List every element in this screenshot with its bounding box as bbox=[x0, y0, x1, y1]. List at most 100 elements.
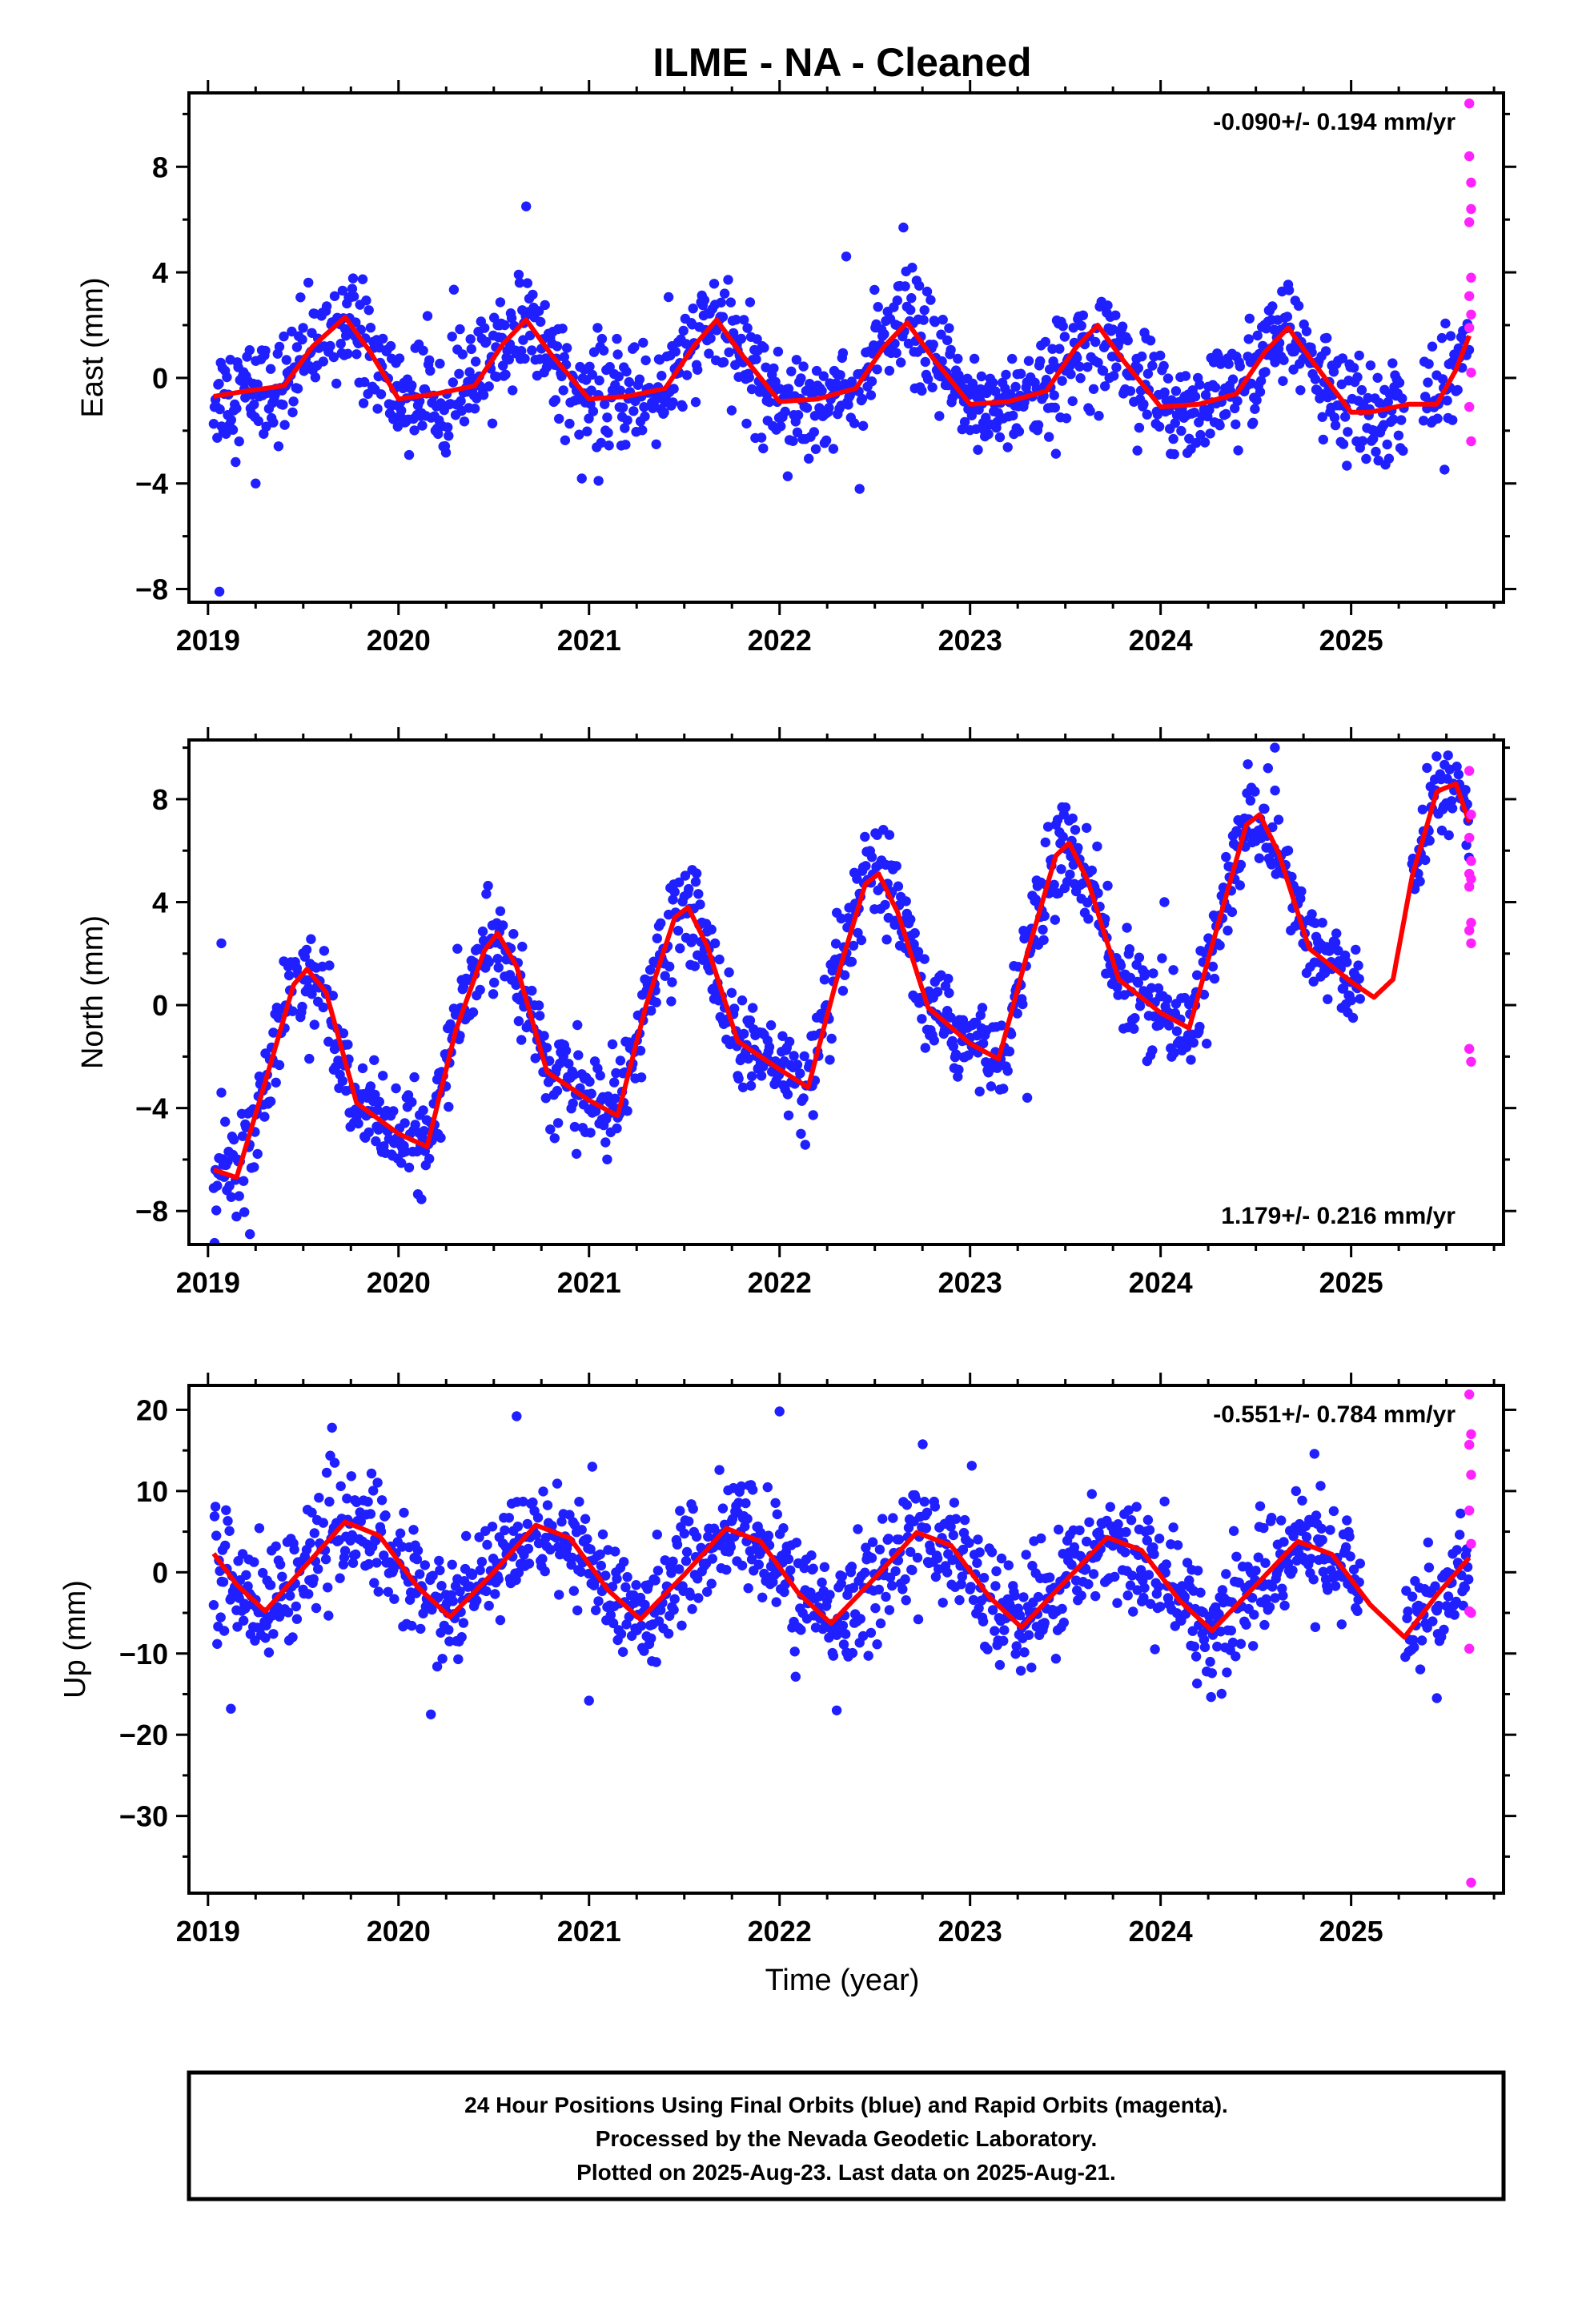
up-final-point bbox=[958, 1544, 969, 1555]
up-final-point bbox=[504, 1513, 514, 1523]
east-final-point bbox=[629, 342, 640, 352]
east-final-point bbox=[742, 323, 753, 333]
north-final-point bbox=[216, 938, 227, 949]
east-final-point bbox=[1195, 429, 1206, 440]
east-final-point bbox=[513, 269, 524, 280]
up-final-point bbox=[538, 1486, 548, 1497]
up-final-point bbox=[1010, 1649, 1021, 1659]
up-final-point bbox=[408, 1525, 419, 1535]
north-final-point bbox=[1235, 880, 1246, 891]
east-final-point bbox=[487, 418, 498, 428]
up-final-point bbox=[1199, 1634, 1210, 1645]
up-x-tick-label: 2025 bbox=[1319, 1915, 1383, 1948]
north-final-point bbox=[545, 1124, 556, 1135]
up-final-point bbox=[1311, 1510, 1322, 1521]
up-final-point bbox=[994, 1659, 1006, 1671]
north-final-point bbox=[541, 1043, 552, 1053]
north-final-point bbox=[667, 977, 677, 987]
up-final-point bbox=[1005, 1601, 1016, 1612]
east-final-point bbox=[1423, 377, 1433, 388]
east-final-point bbox=[481, 336, 492, 348]
up-final-point bbox=[636, 1620, 647, 1631]
east-final-point bbox=[215, 404, 225, 415]
north-y-tick-label: −8 bbox=[135, 1195, 168, 1228]
up-final-point bbox=[1131, 1502, 1142, 1512]
north-final-point bbox=[1168, 965, 1178, 975]
up-final-point bbox=[399, 1507, 409, 1518]
east-final-point bbox=[725, 297, 736, 308]
north-final-point bbox=[1307, 909, 1317, 919]
up-final-point bbox=[545, 1544, 556, 1555]
east-final-point bbox=[1383, 396, 1394, 408]
east-final-point bbox=[603, 428, 613, 438]
north-final-point bbox=[234, 1191, 244, 1201]
east-final-point bbox=[455, 324, 465, 335]
north-final-point bbox=[1171, 1026, 1182, 1036]
east-final-point bbox=[1045, 364, 1055, 375]
up-final-point bbox=[736, 1481, 747, 1492]
east-y-tick-label: 4 bbox=[152, 256, 168, 289]
east-final-point bbox=[620, 440, 631, 450]
up-final-point bbox=[796, 1625, 806, 1635]
up-final-point bbox=[999, 1625, 1010, 1635]
up-final-point bbox=[1195, 1587, 1206, 1598]
up-final-point bbox=[1050, 1654, 1062, 1664]
east-rapid-point bbox=[1464, 99, 1475, 109]
east-final-point bbox=[1170, 386, 1182, 396]
up-y-axis-label: Up (mm) bbox=[58, 1580, 92, 1699]
up-final-point bbox=[1253, 1552, 1264, 1562]
up-final-point bbox=[490, 1589, 500, 1599]
up-final-point bbox=[707, 1554, 717, 1564]
north-final-point bbox=[745, 1015, 756, 1026]
up-data-layer bbox=[208, 1389, 1476, 1888]
east-final-point bbox=[564, 418, 575, 429]
east-final-point bbox=[1282, 312, 1293, 322]
east-final-point bbox=[987, 377, 998, 388]
up-final-point bbox=[987, 1605, 998, 1615]
east-final-point bbox=[604, 362, 615, 372]
north-final-point bbox=[1245, 795, 1256, 806]
east-final-point bbox=[469, 404, 480, 414]
east-final-point bbox=[866, 376, 877, 387]
north-final-point bbox=[799, 1051, 809, 1062]
north-final-point bbox=[513, 1015, 524, 1027]
east-final-point bbox=[528, 289, 538, 300]
north-final-point bbox=[1006, 1029, 1017, 1039]
east-final-point bbox=[659, 407, 669, 418]
north-final-point bbox=[1134, 952, 1145, 963]
north-x-tick-label: 2022 bbox=[748, 1266, 812, 1299]
up-final-point bbox=[1317, 1534, 1327, 1546]
up-final-point bbox=[846, 1562, 857, 1572]
north-final-point bbox=[612, 1123, 622, 1134]
east-final-point bbox=[1255, 376, 1267, 386]
north-final-point bbox=[622, 1106, 632, 1116]
up-final-point bbox=[265, 1580, 276, 1590]
north-final-point bbox=[283, 970, 295, 981]
north-final-point bbox=[419, 1126, 429, 1136]
panel-north: 2019 2020 2021 2022 2023 2024 2025 −8 −4 0 4 8 North… bbox=[76, 727, 1516, 1299]
north-final-point bbox=[271, 1077, 281, 1088]
east-final-point bbox=[678, 325, 689, 336]
up-final-point bbox=[1110, 1571, 1120, 1582]
east-final-point bbox=[1322, 332, 1332, 344]
east-final-point bbox=[792, 427, 803, 438]
north-final-point bbox=[852, 874, 862, 884]
up-final-point bbox=[737, 1560, 748, 1571]
up-final-point bbox=[1128, 1606, 1138, 1617]
up-final-point bbox=[1154, 1534, 1165, 1544]
north-final-point bbox=[1436, 825, 1447, 836]
east-final-point bbox=[1049, 390, 1059, 400]
north-final-point bbox=[511, 979, 521, 991]
up-final-point bbox=[1168, 1522, 1178, 1533]
east-final-point bbox=[741, 418, 752, 429]
footer-line-1: 24 Hour Positions Using Final Orbits (bl… bbox=[464, 2093, 1228, 2117]
up-final-point bbox=[371, 1558, 382, 1568]
up-final-point bbox=[369, 1578, 379, 1588]
up-final-point bbox=[1309, 1449, 1320, 1459]
up-final-point bbox=[574, 1497, 584, 1507]
up-final-point bbox=[910, 1494, 921, 1504]
up-final-point bbox=[532, 1512, 544, 1523]
east-final-point bbox=[670, 346, 681, 357]
up-final-point bbox=[1336, 1619, 1347, 1630]
north-final-point bbox=[893, 881, 904, 891]
